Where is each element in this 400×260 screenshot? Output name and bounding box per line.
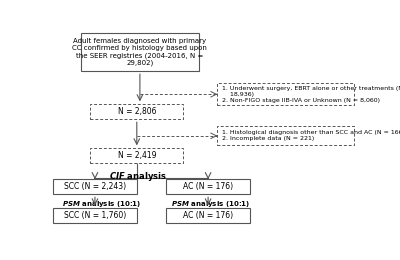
FancyBboxPatch shape: [53, 179, 137, 194]
Text: SCC (N = 2,243): SCC (N = 2,243): [64, 182, 126, 191]
FancyBboxPatch shape: [90, 148, 183, 163]
Text: $\bfit{PSM}$ analysis (10:1): $\bfit{PSM}$ analysis (10:1): [171, 199, 250, 209]
FancyBboxPatch shape: [53, 208, 137, 223]
Text: 1. Histological diagnosis other than SCC and AC (N = 166);
2. Incomplete data (N: 1. Histological diagnosis other than SCC…: [222, 131, 400, 141]
FancyBboxPatch shape: [218, 83, 354, 105]
Text: AC (N = 176): AC (N = 176): [183, 211, 233, 220]
FancyBboxPatch shape: [218, 126, 354, 145]
Text: $\bfit{CIF}$ analysis: $\bfit{CIF}$ analysis: [110, 170, 167, 183]
Text: SCC (N = 1,760): SCC (N = 1,760): [64, 211, 126, 220]
FancyBboxPatch shape: [81, 33, 199, 71]
Text: AC (N = 176): AC (N = 176): [183, 182, 233, 191]
Text: N = 2,419: N = 2,419: [118, 151, 156, 160]
FancyBboxPatch shape: [166, 208, 250, 223]
Text: 1. Underwent surgery, EBRT alone or other treatments (N =
    18,936)
2. Non-FIG: 1. Underwent surgery, EBRT alone or othe…: [222, 86, 400, 102]
FancyBboxPatch shape: [90, 104, 183, 119]
Text: Adult females diagnosed with primary
CC confirmed by histology based upon
the SE: Adult females diagnosed with primary CC …: [72, 38, 207, 66]
Text: N = 2,806: N = 2,806: [118, 107, 156, 116]
FancyBboxPatch shape: [166, 179, 250, 194]
Text: $\bfit{PSM}$ analysis (10:1): $\bfit{PSM}$ analysis (10:1): [62, 199, 142, 209]
